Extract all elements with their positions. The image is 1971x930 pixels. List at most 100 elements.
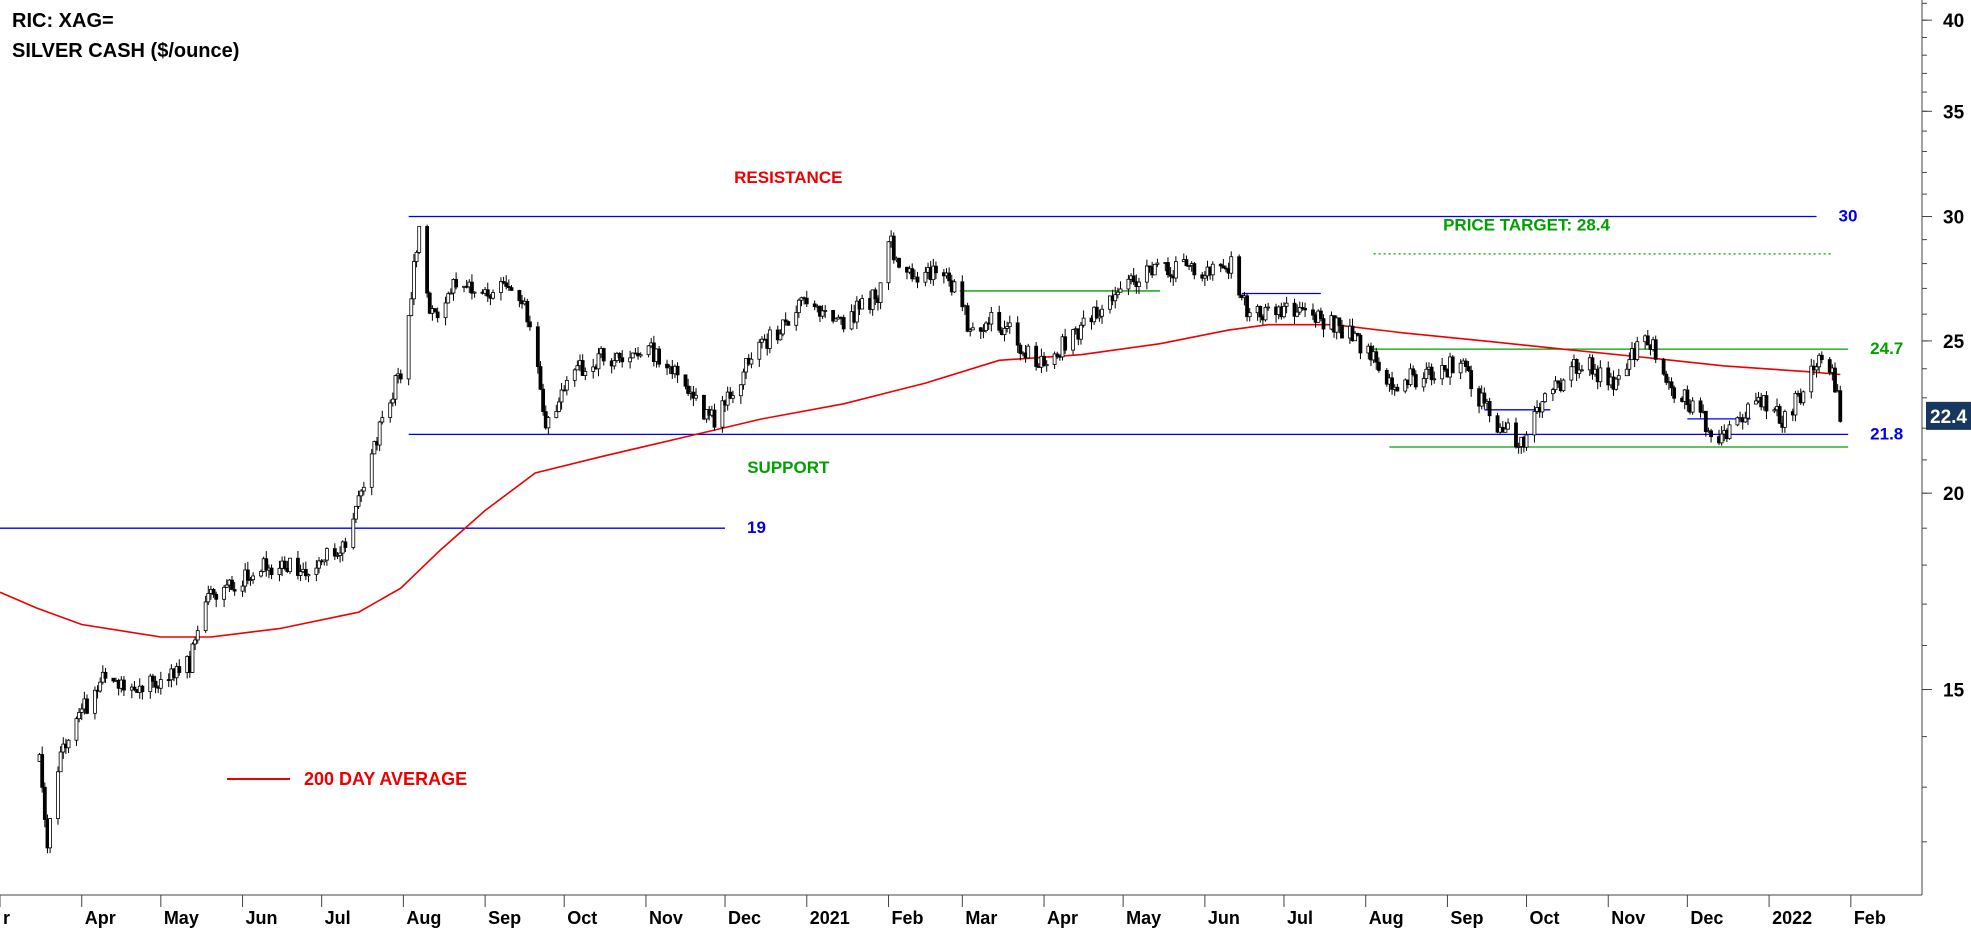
candle-body-down (151, 675, 155, 682)
candle (1079, 322, 1083, 345)
candle-body-up (628, 357, 633, 363)
candle-body-up (952, 281, 957, 293)
candle (240, 580, 245, 597)
candle-body-up (860, 298, 865, 310)
candle-body-up (564, 379, 569, 391)
candle (1458, 359, 1463, 380)
candle (369, 449, 374, 496)
candle (749, 352, 754, 369)
candle (1514, 417, 1518, 449)
candle-body-up (448, 292, 453, 295)
candle (970, 322, 975, 331)
candle (230, 575, 234, 591)
candle-body-down (1395, 386, 1400, 392)
candle (1569, 361, 1574, 388)
candle (952, 279, 957, 293)
candle (1266, 302, 1271, 311)
candle-body-down (501, 281, 506, 284)
candle (1532, 405, 1537, 443)
candle-body-up (306, 574, 311, 577)
candle (1044, 360, 1049, 372)
candle-body-down (485, 289, 490, 297)
candle-body-up (1553, 380, 1558, 391)
candle-body-down (1703, 410, 1708, 432)
candle-body-down (1574, 358, 1579, 374)
candle-body-up (325, 548, 329, 561)
x-tick-label-jul-16: Jul (1287, 908, 1313, 928)
candle (812, 300, 817, 311)
candle (583, 367, 588, 381)
candle (1063, 328, 1068, 354)
candle (1221, 258, 1226, 269)
candle (870, 289, 875, 316)
candle-body-down (517, 290, 522, 302)
candle-body-down (153, 680, 158, 688)
candle (77, 707, 81, 723)
candle-body-down (1664, 373, 1669, 383)
candle-body-down (470, 281, 474, 294)
candle (1263, 303, 1268, 322)
candle (968, 327, 973, 337)
candle (1685, 385, 1690, 412)
candle-body-up (1735, 417, 1740, 426)
candle (58, 746, 63, 773)
candle (886, 241, 891, 290)
candle-body-up (1284, 302, 1289, 307)
candle-body-down (42, 786, 47, 820)
candle-body-up (1113, 294, 1118, 302)
candle (741, 368, 746, 390)
candle (211, 588, 216, 598)
candle-body-up (878, 282, 883, 303)
candle-body-down (947, 272, 952, 282)
candle (269, 564, 274, 580)
candle-body-up (412, 261, 416, 300)
candle (151, 673, 155, 688)
x-tick-label-2021-10: 2021 (810, 908, 850, 928)
candle (1669, 377, 1674, 396)
x-tick-label-oct-19: Oct (1530, 908, 1560, 928)
candle-body-down (1131, 275, 1136, 283)
candle-body-down (657, 348, 662, 365)
candle-body-down (245, 569, 250, 581)
candle-body-up (74, 718, 79, 741)
candle-body-down (686, 385, 691, 394)
candle-body-up (1814, 366, 1819, 371)
candle-body-down (965, 305, 970, 332)
candle-body-up (1108, 295, 1112, 310)
candle-body-up (79, 708, 84, 713)
level-label-24-7: 24.7 (1870, 339, 1903, 358)
candle (1166, 257, 1170, 278)
x-tick-label-feb-11: Feb (891, 908, 923, 928)
candle (417, 226, 422, 255)
candle (646, 345, 651, 358)
candle-body-up (820, 310, 825, 317)
candle (1034, 342, 1039, 371)
candle (245, 561, 250, 585)
candle (501, 276, 506, 285)
candle-body-up (259, 571, 263, 577)
candle-body-up (757, 341, 762, 360)
candle (1155, 258, 1160, 268)
candle-body-up (1614, 378, 1619, 390)
candle-body-down (232, 589, 237, 592)
candle (1487, 397, 1492, 423)
candle-body-down (103, 671, 108, 679)
candle-body-up (1210, 263, 1215, 276)
candle (485, 282, 490, 302)
legend: 200 DAY AVERAGE (227, 769, 467, 789)
candle (596, 347, 601, 377)
candle-body-down (804, 297, 809, 305)
candle-body-up (380, 417, 385, 423)
candle-body-up (1690, 400, 1695, 413)
candle (351, 512, 356, 550)
candle-body-down (1015, 322, 1020, 346)
candle (1482, 387, 1487, 410)
y-tick-label-35: 35 (1943, 102, 1965, 123)
candle (1574, 358, 1579, 381)
candle (1126, 274, 1131, 296)
candle (1168, 267, 1173, 283)
candle-body-up (1421, 378, 1426, 388)
x-tick-label-jun-15: Jun (1208, 908, 1240, 928)
candle (804, 290, 809, 308)
candle-body-down (269, 567, 274, 576)
